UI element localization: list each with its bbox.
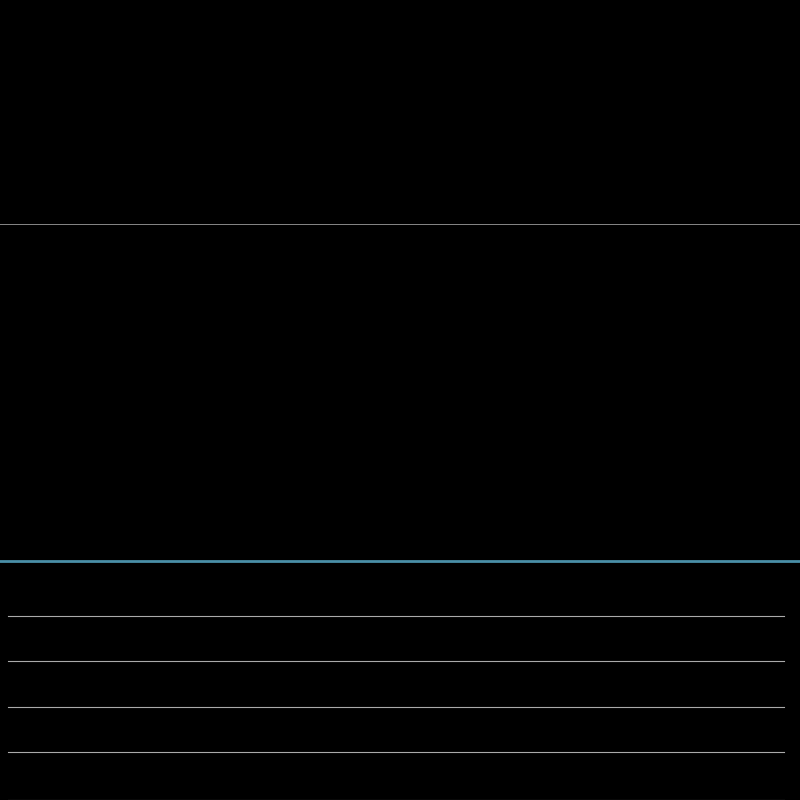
Text: 12: 12 — [127, 500, 145, 514]
Text: 10: 10 — [204, 402, 222, 416]
Text: C.   16: C. 16 — [104, 723, 154, 738]
Text: A.   12: A. 12 — [104, 632, 153, 647]
Text: D: D — [290, 480, 302, 494]
Text: What is the unit length of: What is the unit length of — [24, 582, 224, 597]
Text: E: E — [648, 480, 656, 494]
Text: ?: ? — [326, 582, 334, 597]
Text: D.   18: D. 18 — [104, 769, 154, 783]
Text: B.   15: B. 15 — [104, 678, 154, 693]
Text: EF: EF — [292, 582, 310, 597]
Text: 24: 24 — [366, 381, 384, 394]
Text: 18: 18 — [463, 500, 481, 514]
Text: F: F — [524, 287, 532, 302]
Text: *not drawn to scale: *not drawn to scale — [438, 534, 554, 547]
Text: C: C — [176, 330, 186, 344]
Text: Two similar triangles are shown.: Two similar triangles are shown. — [24, 241, 260, 256]
Text: 16: 16 — [66, 402, 84, 416]
Text: A: A — [31, 480, 41, 494]
Text: B: B — [227, 480, 237, 494]
